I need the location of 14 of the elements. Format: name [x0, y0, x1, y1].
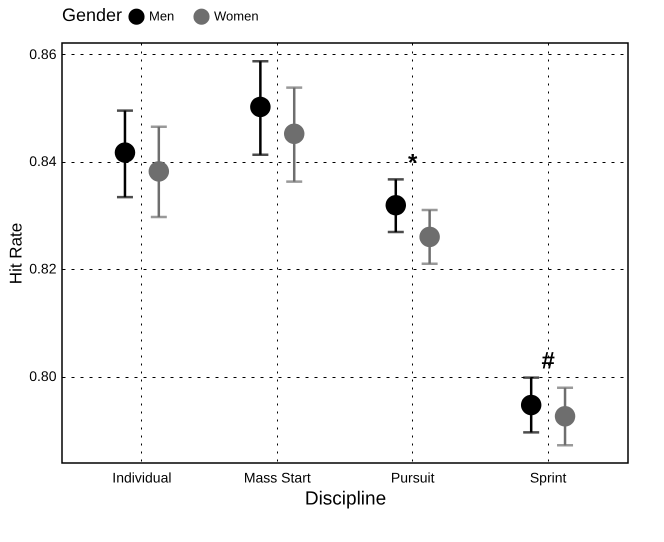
legend-label: Women: [214, 8, 259, 24]
x-tick-label: Sprint: [530, 470, 567, 486]
annotation: #: [541, 348, 555, 375]
y-tick-label: 0.80: [29, 368, 57, 384]
legend-label: Men: [149, 8, 174, 24]
x-axis-title: Discipline: [304, 488, 386, 510]
y-tick-label: 0.86: [29, 46, 57, 62]
x-tick-label: Individual: [112, 470, 172, 486]
x-tick-label: Mass Start: [244, 470, 311, 486]
y-tick-label: 0.82: [29, 260, 57, 277]
x-tick-label: Pursuit: [390, 470, 435, 486]
legend-title: Gender: [62, 5, 122, 25]
y-axis-title: Hit Rate: [6, 222, 26, 284]
y-tick-label: 0.84: [29, 153, 57, 170]
